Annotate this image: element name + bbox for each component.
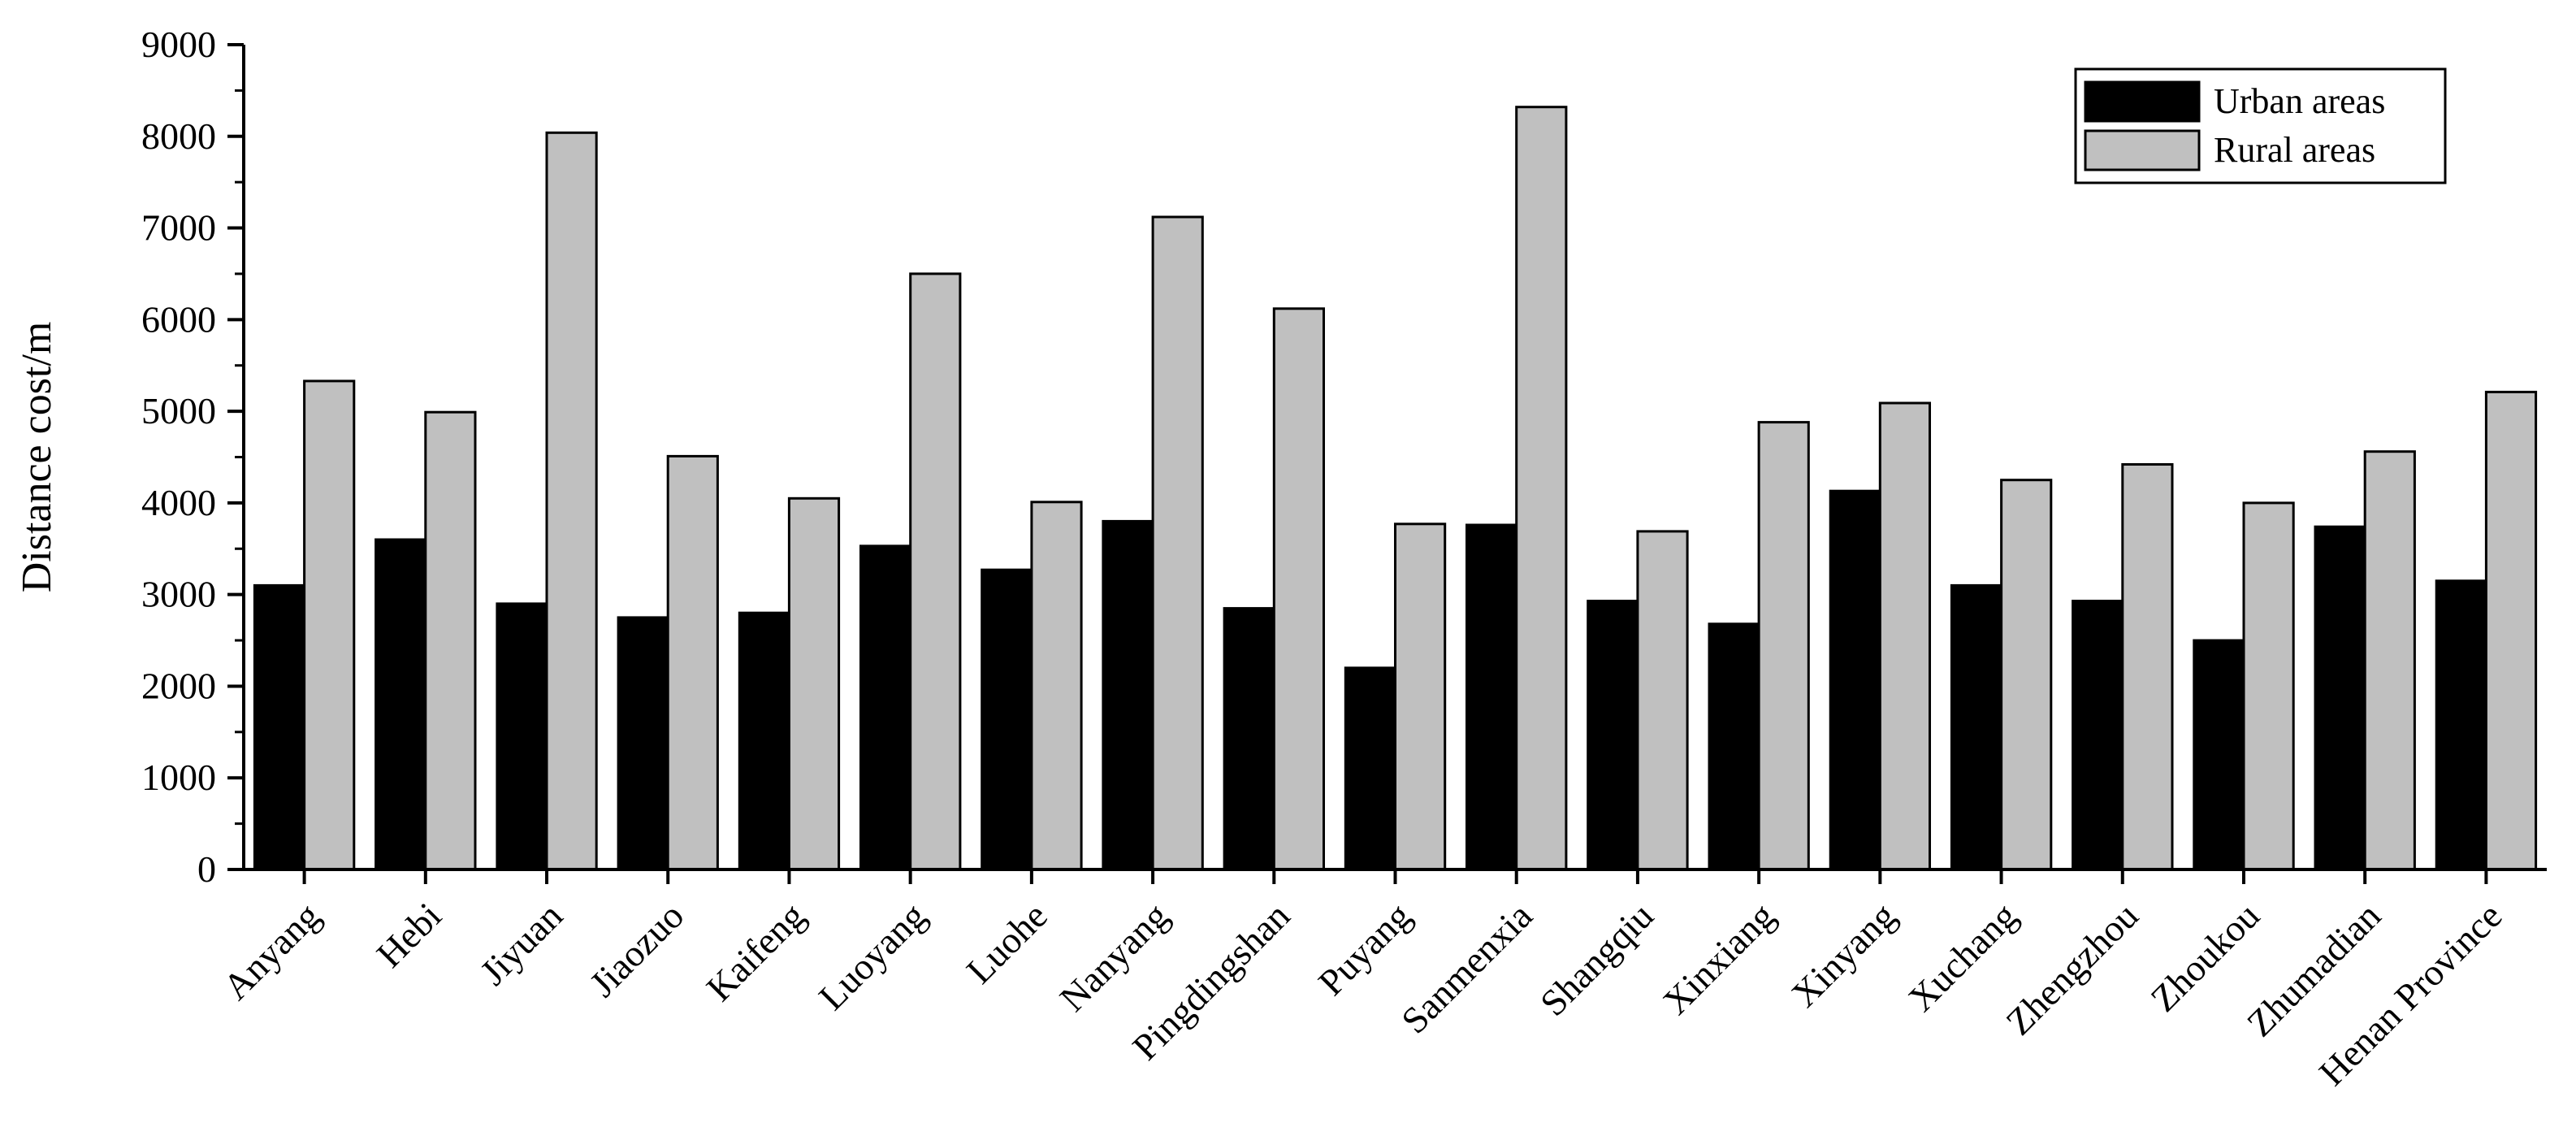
legend-label: Rural areas (2214, 130, 2375, 170)
legend: Urban areas Rural areas (2074, 67, 2447, 184)
legend-label: Urban areas (2214, 81, 2385, 121)
bar-rural-kaifeng (787, 496, 841, 871)
bar-rural-anyang (303, 379, 356, 871)
x-tick-label: Anyang (215, 895, 328, 1008)
x-tick-label: Kaifeng (699, 895, 813, 1009)
bar-urban-xinyang (1829, 489, 1881, 871)
bar-rural-xinxiang (1757, 421, 1810, 871)
x-tick-label: Jiyuan (472, 895, 570, 993)
legend-swatch (2084, 80, 2201, 123)
bar-urban-nanyang (1102, 519, 1154, 871)
y-tick-label: 2000 (141, 665, 216, 706)
y-tick-label: 1000 (141, 757, 216, 798)
y-tick-label: 6000 (141, 298, 216, 340)
x-tick-label: Nanyang (1052, 895, 1176, 1019)
y-tick-label: 0 (197, 848, 216, 890)
y-tick-label: 5000 (141, 390, 216, 431)
y-axis-title: Distance cost/m (14, 322, 60, 593)
y-tick-label: 7000 (141, 207, 216, 249)
bar-rural-sanmenxia (1515, 106, 1568, 871)
y-tick-label: 4000 (141, 482, 216, 523)
y-tick-label: 3000 (141, 574, 216, 615)
bar-rural-henan-province (2484, 390, 2538, 871)
bar-rural-zhengzhou (2121, 463, 2174, 871)
bars-group (253, 106, 2538, 871)
bar-urban-xuchang (1950, 583, 2003, 871)
bar-urban-kaifeng (738, 611, 790, 871)
bar-urban-hebi (374, 538, 427, 871)
x-tick-label: Puyang (1310, 895, 1419, 1004)
x-tick-label: Xinyang (1783, 895, 1903, 1015)
bar-rural-xinyang (1878, 401, 1932, 871)
bar-rural-jiaozuo (666, 454, 719, 871)
x-tick-label: Xuchang (1900, 895, 2024, 1019)
x-tick-label: Sanmenxia (1393, 895, 1540, 1042)
bar-rural-zhumadian (2363, 450, 2416, 871)
bar-rural-luohe (1030, 501, 1083, 871)
bar-urban-zhumadian (2314, 525, 2366, 871)
bar-rural-hebi (424, 410, 477, 871)
y-ticks-group: 0 1000 2000 3000 4000 5000 6000 7000 8000 9000 (141, 24, 244, 890)
bar-urban-zhengzhou (2072, 600, 2124, 871)
bar-rural-pingdingshan (1272, 307, 1326, 871)
bar-urban-anyang (253, 583, 306, 871)
bar-urban-jiyuan (496, 602, 548, 871)
x-tick-label: Hebi (369, 895, 449, 975)
x-tick-label: Shangqiu (1532, 895, 1661, 1024)
bar-rural-shangqiu (1636, 530, 1689, 871)
y-tick-label: 9000 (141, 24, 216, 65)
bar-rural-jiyuan (545, 131, 598, 871)
x-tick-label: Zhengzhou (1998, 895, 2145, 1043)
bar-urban-henan-province (2435, 579, 2487, 871)
bar-rural-puyang (1394, 522, 1447, 871)
bar-urban-luoyang (859, 544, 912, 871)
bar-urban-sanmenxia (1466, 523, 1518, 871)
bar-urban-luohe (981, 568, 1033, 871)
bar-rural-luoyang (909, 272, 962, 871)
legend-swatch (2084, 129, 2201, 171)
bar-urban-pingdingshan (1223, 607, 1275, 871)
x-tick-label: Zhoukou (2143, 895, 2268, 1020)
bar-rural-xuchang (2000, 479, 2053, 871)
bar-urban-xinxiang (1708, 622, 1760, 871)
x-tick-label: Luohe (959, 895, 1055, 991)
y-tick-label: 8000 (141, 115, 216, 157)
bar-rural-nanyang (1151, 215, 1204, 871)
x-tick-label: Jiaozuo (582, 895, 691, 1004)
x-tick-label: Luoyang (811, 895, 934, 1018)
bar-urban-shangqiu (1587, 600, 1639, 871)
x-tick-label: Xinxiang (1655, 895, 1782, 1022)
bar-urban-zhoukou (2193, 639, 2245, 871)
bar-urban-jiaozuo (617, 616, 669, 871)
bar-rural-zhoukou (2242, 501, 2295, 871)
bar-urban-puyang (1344, 666, 1397, 871)
